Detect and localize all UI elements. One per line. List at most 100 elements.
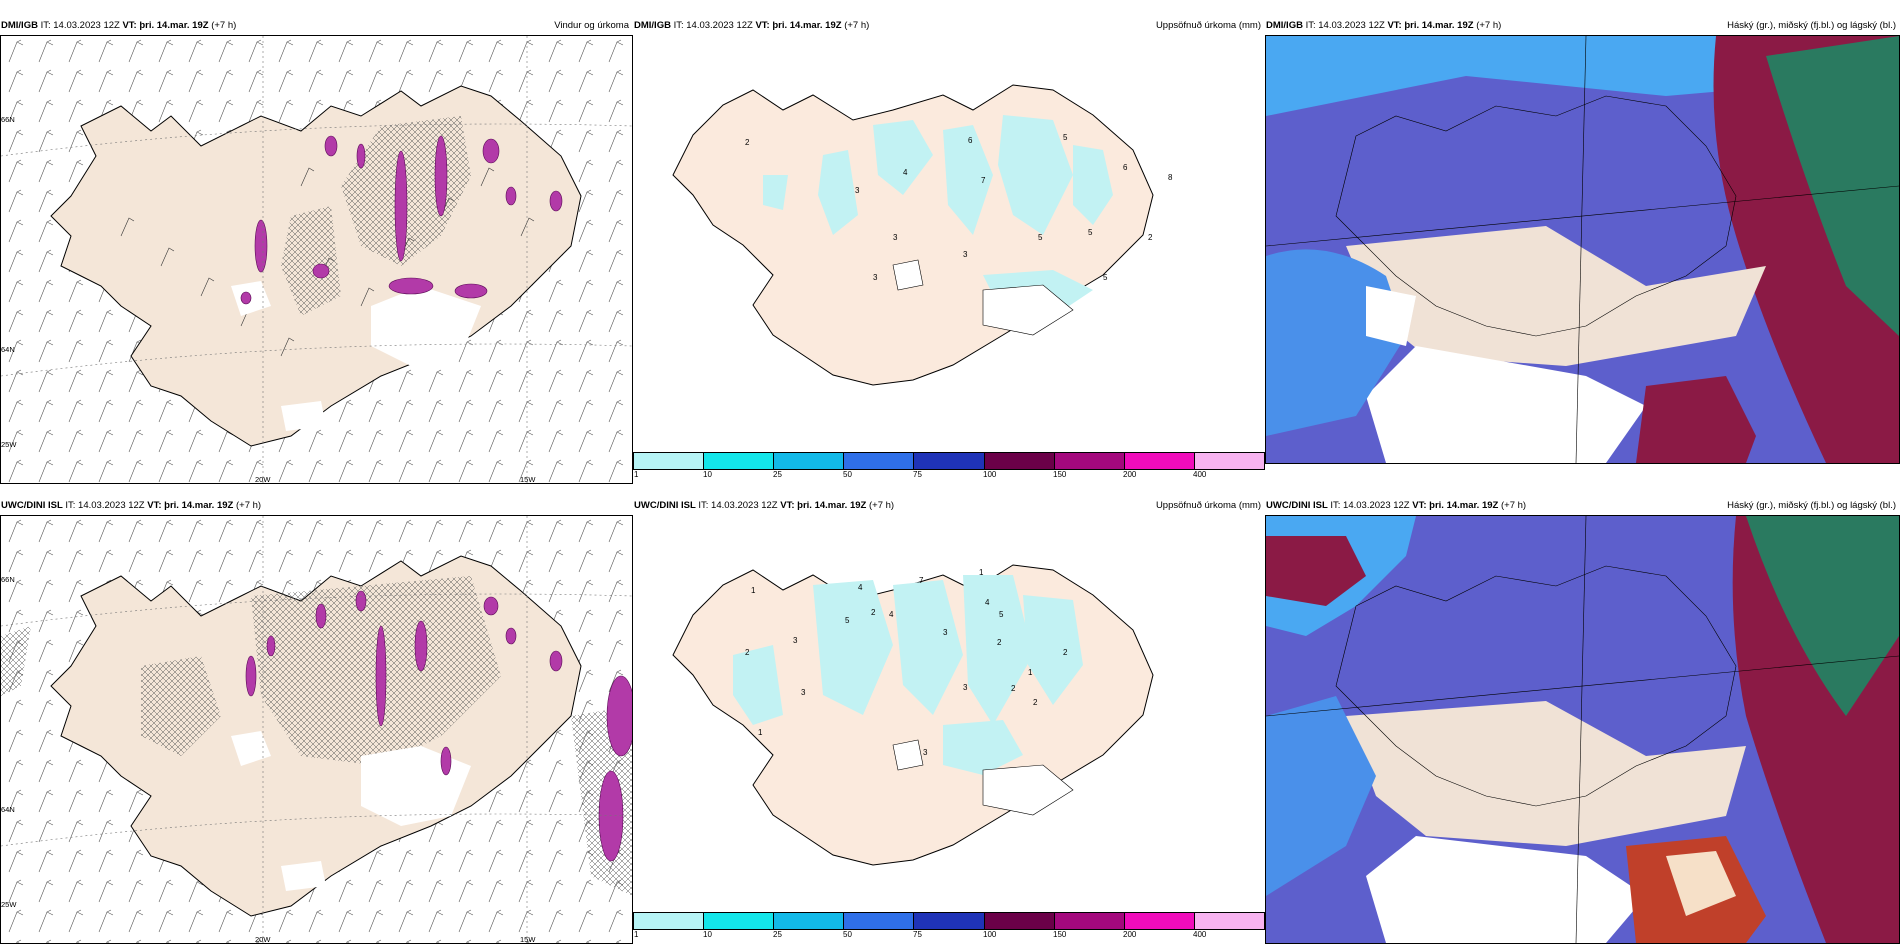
- lead-time: (+7 h): [1476, 20, 1502, 31]
- colorbar-cell: [1054, 913, 1125, 929]
- colorbar-tick: 75: [913, 930, 922, 939]
- precip-value-labels: 2 3 4 6 7 5 6 8 3 3 5 5 2 3 5: [745, 133, 1173, 282]
- model-name: UWC/DINI ISL: [634, 500, 696, 511]
- precip-label: 3: [801, 688, 806, 697]
- precip-cyan-areas: [733, 575, 1083, 775]
- lead-time: (+7 h): [844, 20, 870, 31]
- panel-uwc-wind: UWC/DINI ISL IT: 14.03.2023 12Z VT: þri.…: [0, 500, 633, 945]
- init-time: IT: 14.03.2023 12Z: [40, 20, 120, 31]
- init-time: IT: 14.03.2023 12Z: [65, 500, 145, 511]
- precip-label: 8: [1168, 173, 1173, 182]
- map-precip: 2 3 4 6 7 5 6 8 3 3 5 5 2 3 5: [633, 35, 1263, 446]
- precip-label: 4: [903, 168, 908, 177]
- precip-label: 3: [943, 628, 948, 637]
- panel-uwc-precip: UWC/DINI ISL IT: 14.03.2023 12Z VT: þri.…: [633, 500, 1265, 945]
- panel-title: Háský (gr.), miðský (fj.bl.) og lágský (…: [1727, 500, 1896, 511]
- precip-label: 2: [1011, 684, 1016, 693]
- precip-label: 6: [1123, 163, 1128, 172]
- panel-dmi-wind: DMI/IGB IT: 14.03.2023 12Z VT: þri. 14.m…: [0, 20, 633, 484]
- panel-title: Uppsöfnuð úrkoma (mm): [1155, 20, 1261, 31]
- colorbar-tick: 100: [983, 930, 997, 939]
- purple-precip: [240, 135, 563, 305]
- precip-label: 1: [979, 568, 984, 577]
- colorbar-tick: 50: [843, 470, 852, 479]
- panel-title: Vindur og úrkoma: [554, 20, 629, 31]
- valid-time: VT: þri. 14.mar. 19Z: [755, 20, 842, 31]
- valid-time: VT: þri. 14.mar. 19Z: [780, 500, 867, 511]
- precip-label: 3: [893, 233, 898, 242]
- snow-areas: [231, 281, 481, 431]
- colorbar: [633, 912, 1265, 930]
- precip-label: 5: [1088, 228, 1093, 237]
- lat-label-64n: 64N: [1, 805, 15, 814]
- precip-label: 2: [1033, 698, 1038, 707]
- init-time: IT: 14.03.2023 12Z: [1305, 20, 1385, 31]
- precip-label: 3: [923, 748, 928, 757]
- colorbar-cell: [914, 453, 985, 469]
- precip-label: 7: [981, 176, 986, 185]
- lead-time: (+7 h): [211, 20, 237, 31]
- colorbar-tick: 150: [1053, 470, 1067, 479]
- lon-label-15w: 15W: [520, 935, 536, 944]
- map-wind: [0, 35, 633, 484]
- colorbar-cell: [984, 913, 1055, 929]
- precip-label: 1: [751, 586, 756, 595]
- colorbar-ticks: 1 10 25 50 75 100 150 200 400: [633, 930, 1263, 940]
- colorbar-cell: [774, 913, 845, 929]
- panel-header: DMI/IGB IT: 14.03.2023 12Z VT: þri. 14.m…: [1265, 20, 1900, 34]
- colorbar-cell: [704, 913, 775, 929]
- lon-label-20w: 20W: [255, 475, 271, 484]
- cloud-map-svg: [1266, 36, 1899, 463]
- panel-header: UWC/DINI ISL IT: 14.03.2023 12Z VT: þri.…: [633, 500, 1265, 514]
- colorbar-cell: [1124, 913, 1195, 929]
- precip-label: 5: [1038, 233, 1043, 242]
- precip-label: 2: [1063, 648, 1068, 657]
- colorbar-tick: 150: [1053, 930, 1067, 939]
- precip-label: 3: [873, 273, 878, 282]
- colorbar-tick: 10: [703, 930, 712, 939]
- model-name: DMI/IGB: [1, 20, 38, 31]
- graticule: [1, 36, 632, 483]
- colorbar-tick: 25: [773, 930, 782, 939]
- lead-time: (+7 h): [868, 500, 895, 511]
- colorbar-cell: [704, 453, 775, 469]
- lat-label-66n: 66N: [1, 115, 15, 124]
- map-cloud: [1265, 35, 1900, 464]
- lat-label-66n: 66N: [1, 575, 15, 584]
- colorbar-cell: [1194, 453, 1264, 469]
- lon-label-20w: 20W: [255, 935, 271, 944]
- snow-areas: [892, 739, 1074, 816]
- precip-map-svg: 1 2 3 4 5 2 4 7 3 1 5 4 2 3 2 1 2 3 1 3: [672, 564, 1154, 866]
- precip-label: 1: [758, 728, 763, 737]
- lat-label-25w: 25W: [1, 440, 17, 449]
- colorbar: [633, 452, 1265, 470]
- precip-label: 5: [1103, 273, 1108, 282]
- precip-label: 2: [745, 648, 750, 657]
- colorbar-cell: [1054, 453, 1125, 469]
- colorbar-tick: 1: [634, 930, 639, 939]
- precip-label: 5: [999, 610, 1004, 619]
- colorbar-cell: [1194, 913, 1264, 929]
- model-name: DMI/IGB: [1266, 20, 1303, 31]
- precip-map-svg: 2 3 4 6 7 5 6 8 3 3 5 5 2 3 5: [672, 84, 1173, 386]
- colorbar-cell: [774, 453, 845, 469]
- precip-label: 2: [745, 138, 750, 147]
- panel-title: Uppsöfnuð úrkoma (mm): [1155, 500, 1261, 511]
- panel-header: UWC/DINI ISL IT: 14.03.2023 12Z VT: þri.…: [0, 500, 633, 514]
- precip-label: 2: [997, 638, 1002, 647]
- snow-areas: [892, 259, 1074, 336]
- valid-time: VT: þri. 14.mar. 19Z: [147, 500, 234, 511]
- purple-precip: [245, 590, 632, 862]
- map-wind: [0, 515, 633, 944]
- cloud-map-svg: [1266, 516, 1899, 943]
- colorbar-tick: 50: [843, 930, 852, 939]
- wind-map-svg: [1, 516, 632, 943]
- init-time: IT: 14.03.2023 12Z: [673, 20, 753, 31]
- wind-map-svg: [1, 36, 632, 483]
- graticule: [1, 516, 632, 943]
- init-time: IT: 14.03.2023 12Z: [698, 500, 778, 511]
- precip-label: 3: [963, 250, 968, 259]
- precip-label: 3: [855, 186, 860, 195]
- colorbar-tick: 400: [1193, 930, 1207, 939]
- panel-header: DMI/IGB IT: 14.03.2023 12Z VT: þri. 14.m…: [633, 20, 1265, 34]
